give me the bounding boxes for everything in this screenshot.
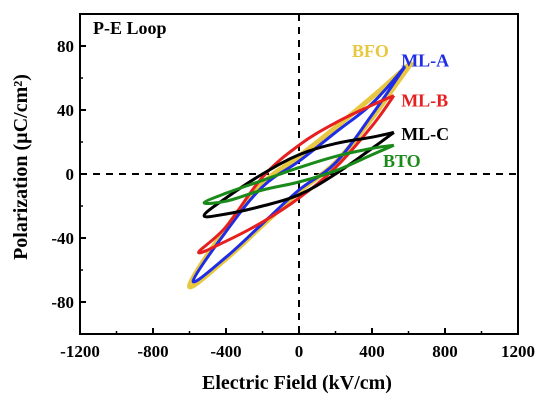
x-tick-label: 0 (295, 342, 304, 361)
loop-ml-b (197, 94, 396, 255)
y-tick-label: 80 (57, 37, 74, 56)
y-tick-label: -80 (51, 293, 74, 312)
series-label-ml-a: ML-A (401, 50, 449, 70)
y-tick-label: 0 (66, 165, 75, 184)
chart-title: P-E Loop (93, 18, 167, 38)
y-axis-label: Polarization (µC/cm²) (10, 74, 32, 260)
series-label-bfo: BFO (352, 41, 389, 61)
x-tick-label: -800 (137, 342, 168, 361)
x-tick-label: -1200 (60, 342, 100, 361)
x-tick-label: 400 (359, 342, 385, 361)
y-tick-label: 40 (57, 101, 74, 120)
y-tick-label: -40 (51, 229, 74, 248)
loop-ml-a (191, 65, 407, 284)
series-label-ml-c: ML-C (401, 124, 449, 144)
x-tick-label: 1200 (501, 342, 535, 361)
loop-bto (202, 143, 395, 206)
x-axis-label: Electric Field (kV/cm) (202, 372, 392, 394)
series-label-bto: BTO (383, 151, 421, 171)
x-tick-label: -400 (210, 342, 241, 361)
series-label-ml-b: ML-B (401, 90, 448, 110)
x-tick-label: 800 (432, 342, 458, 361)
loop-ml-c (202, 130, 395, 219)
